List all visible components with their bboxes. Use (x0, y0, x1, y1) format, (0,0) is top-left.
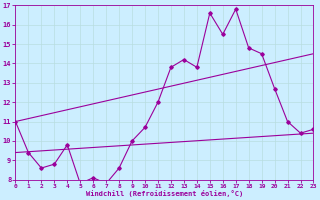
X-axis label: Windchill (Refroidissement éolien,°C): Windchill (Refroidissement éolien,°C) (86, 190, 243, 197)
